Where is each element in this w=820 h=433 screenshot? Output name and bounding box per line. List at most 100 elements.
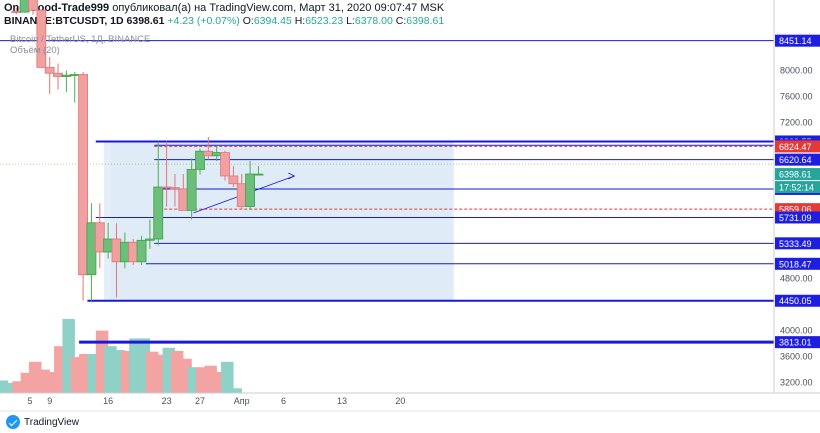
candle — [144, 219, 155, 249]
candle — [44, 57, 55, 95]
candle-body — [78, 74, 88, 276]
level-label-bg — [775, 153, 820, 166]
candle-body — [128, 241, 139, 263]
trend-arrow — [288, 172, 296, 180]
x-tick-label: 27 — [195, 396, 205, 406]
level-label: 5333.49 — [779, 239, 812, 249]
candle — [19, 0, 30, 13]
logo-text: TradingView — [24, 416, 80, 428]
candle — [220, 150, 230, 181]
candle-body — [61, 74, 72, 77]
candle-body — [111, 238, 122, 263]
candle-body — [144, 238, 155, 241]
candle-body — [103, 238, 114, 253]
ohlc-c-label: C: — [395, 15, 407, 27]
countdown-label: 17:52:14 — [779, 183, 814, 193]
volume-bar — [3, 382, 17, 393]
y-tick-label: 4800.00 — [780, 274, 813, 284]
candle-body — [94, 222, 105, 253]
symbol-name: BINANCE:BTCUSDT, 1D — [4, 15, 124, 27]
candle — [170, 174, 180, 207]
level-label-bg — [775, 140, 820, 153]
level-label-bg — [775, 211, 820, 224]
level-label-bg — [775, 257, 820, 270]
x-tick-label: 9 — [47, 396, 52, 406]
volume-legend[interactable]: Объём (20) — [10, 45, 60, 56]
candle — [36, 9, 47, 69]
level-label-bg — [775, 336, 820, 349]
candle-body — [253, 173, 264, 176]
level-label: 3813.01 — [779, 338, 812, 348]
chart-watermark: Bitcoin / TetherUS, 1Д, BINANCE — [10, 34, 151, 45]
candle-body — [170, 187, 180, 190]
candle — [186, 158, 197, 220]
candle-body — [195, 150, 205, 170]
tradingview-logo-icon — [6, 415, 20, 429]
candle-body — [19, 0, 30, 13]
ohlc-high: 6523.23 — [305, 15, 344, 27]
candle — [153, 141, 164, 246]
y-tick-label: 4000.00 — [780, 326, 813, 336]
level-label-bg — [775, 168, 820, 181]
candle-body — [119, 241, 130, 263]
ohlc-low: 6378.00 — [354, 15, 393, 27]
ohlc-open: 6394.45 — [253, 15, 292, 27]
x-tick-label: 5 — [27, 396, 32, 406]
candle-body — [186, 169, 197, 211]
level-label-bg — [775, 34, 820, 47]
level-label-bg — [775, 237, 820, 250]
volume-bar — [221, 361, 234, 393]
symbol-header: BINANCE:BTCUSDT, 1D 6398.61 +4.23 (+0.07… — [4, 15, 444, 27]
level-label: 5018.47 — [779, 259, 812, 269]
zone-box-inner — [110, 141, 452, 301]
x-tick-label: 6 — [281, 396, 286, 406]
candle — [195, 148, 205, 175]
x-tick-label: 16 — [103, 396, 113, 406]
candle — [136, 235, 147, 265]
candle-body — [153, 186, 164, 240]
ohlc-o-label: O: — [242, 15, 254, 27]
x-tick-label: 23 — [162, 396, 172, 406]
candle — [28, 0, 38, 15]
y-tick-label: 3200.00 — [780, 378, 813, 388]
publish-info: опубликовал(а) на TradingView.com, Март … — [112, 2, 445, 14]
level-label: 8451.14 — [779, 36, 812, 46]
volume-bar — [12, 381, 25, 393]
price-change: +4.23 (+0.07%) — [167, 15, 240, 27]
candle — [11, 7, 22, 15]
x-tick-label: 20 — [395, 396, 405, 406]
candle-body — [11, 11, 22, 13]
y-tick-label: 8000.00 — [780, 66, 813, 76]
candle-body — [178, 188, 189, 211]
candle-body — [53, 72, 63, 77]
candle-body — [220, 152, 230, 177]
time-axis: 5 9 16 23 27 Апр 6 13 20 — [0, 392, 820, 412]
candle — [253, 165, 264, 176]
volume-bar — [229, 388, 242, 393]
level-label-bg — [775, 294, 820, 307]
candle-body — [86, 222, 97, 276]
candle-body — [245, 173, 256, 207]
candle-body — [44, 67, 55, 74]
level-label: 4450.05 — [779, 296, 812, 306]
y-tick-label: 7200.00 — [780, 118, 813, 128]
level-label: 6620.64 — [779, 155, 812, 165]
x-tick-label: Апр — [234, 396, 250, 406]
ohlc-close: 6398.61 — [406, 15, 445, 27]
candle — [228, 166, 239, 187]
candle — [128, 239, 139, 265]
tradingview-logo[interactable]: TradingView — [6, 415, 79, 429]
last-price: 6398.61 — [126, 15, 165, 27]
candle — [94, 203, 105, 269]
level-label: 5859.06 — [779, 205, 812, 215]
level-label: 5731.09 — [779, 213, 812, 223]
candle-body — [136, 239, 147, 263]
y-tick-label: 7600.00 — [780, 92, 813, 102]
candle — [245, 161, 256, 210]
candle-body — [28, 0, 38, 11]
candle-body — [236, 183, 247, 207]
x-tick-label: 13 — [337, 396, 347, 406]
y-tick-label: 3600.00 — [780, 352, 813, 362]
candle-body — [161, 186, 172, 189]
